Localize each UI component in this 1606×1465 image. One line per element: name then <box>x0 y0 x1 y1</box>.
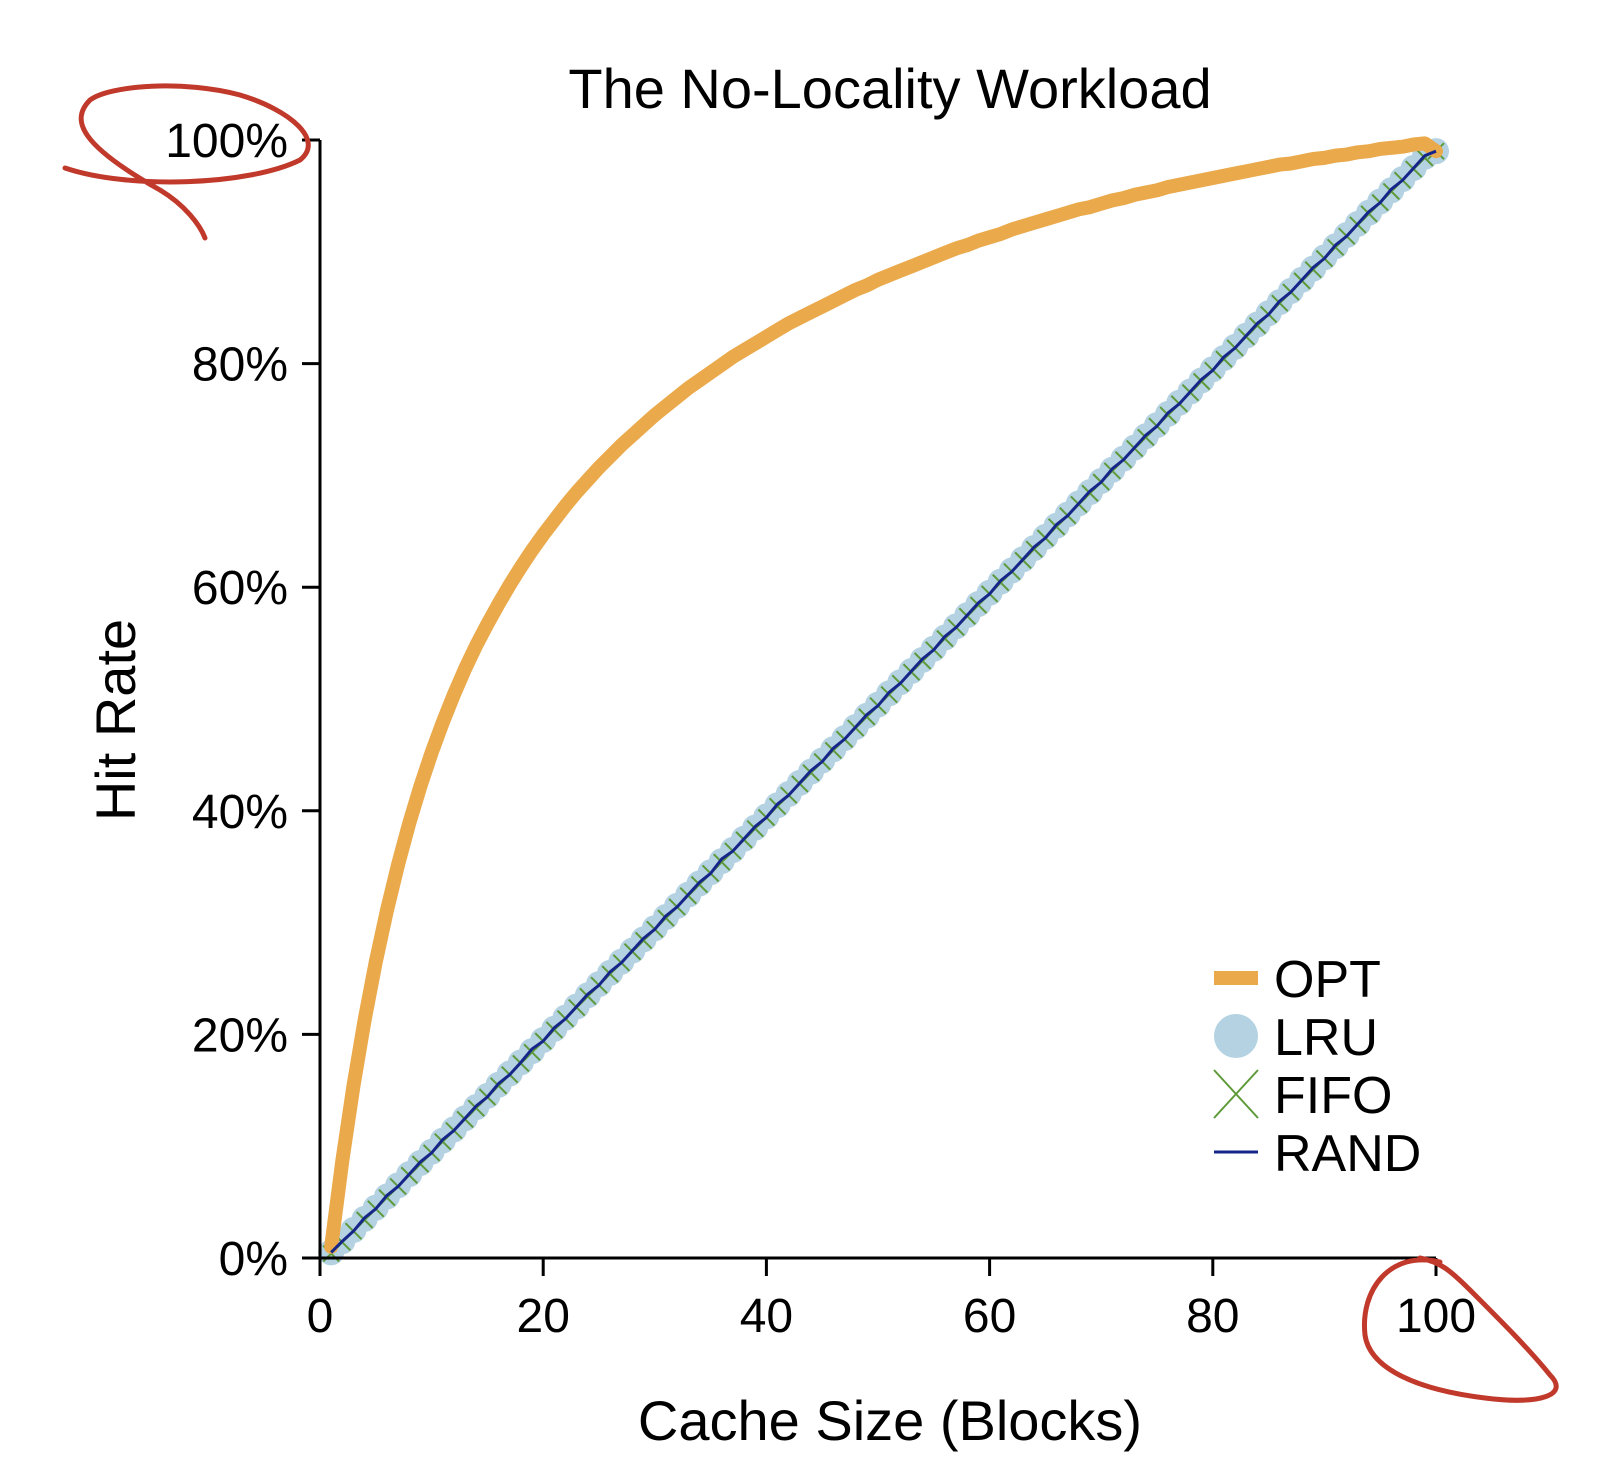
y-tick-label-20: 20% <box>192 1009 288 1062</box>
axes: 0% 20% 40% 60% 80% 100% 0 20 40 60 80 100 <box>165 115 1476 1343</box>
x-tick-label-60: 60 <box>963 1290 1016 1343</box>
y-tick-label-80: 80% <box>192 339 288 392</box>
x-tick-label-0: 0 <box>307 1290 334 1343</box>
y-axis-label: Hit Rate <box>84 619 147 821</box>
legend-swatch-fifo <box>1213 1069 1259 1119</box>
x-tick-label-80: 80 <box>1186 1290 1239 1343</box>
y-tick-label-60: 60% <box>192 562 288 615</box>
x-tick-label-100: 100 <box>1396 1290 1476 1343</box>
y-tick-label-100: 100% <box>165 115 288 168</box>
annotation-circle-100-x <box>1361 1255 1559 1403</box>
annotation-circle-100-percent <box>62 83 311 241</box>
legend-label-opt: OPT <box>1274 951 1381 1009</box>
opt-series-line <box>324 136 1443 1254</box>
rand-series-line <box>330 149 1437 1254</box>
plot-area <box>318 136 1449 1266</box>
x-axis-label: Cache Size (Blocks) <box>638 1389 1142 1452</box>
x-tick-label-40: 40 <box>740 1290 793 1343</box>
chart-title: The No-Locality Workload <box>568 57 1211 120</box>
legend-swatch-lru <box>1214 1014 1258 1058</box>
legend-label-lru: LRU <box>1274 1009 1378 1067</box>
legend-label-rand: RAND <box>1274 1125 1421 1183</box>
handwritten-annotations <box>62 83 1559 1403</box>
y-tick-label-40: 40% <box>192 786 288 839</box>
legend-label-fifo: FIFO <box>1274 1067 1392 1125</box>
x-tick-label-20: 20 <box>517 1290 570 1343</box>
y-tick-label-0: 0% <box>219 1233 288 1286</box>
